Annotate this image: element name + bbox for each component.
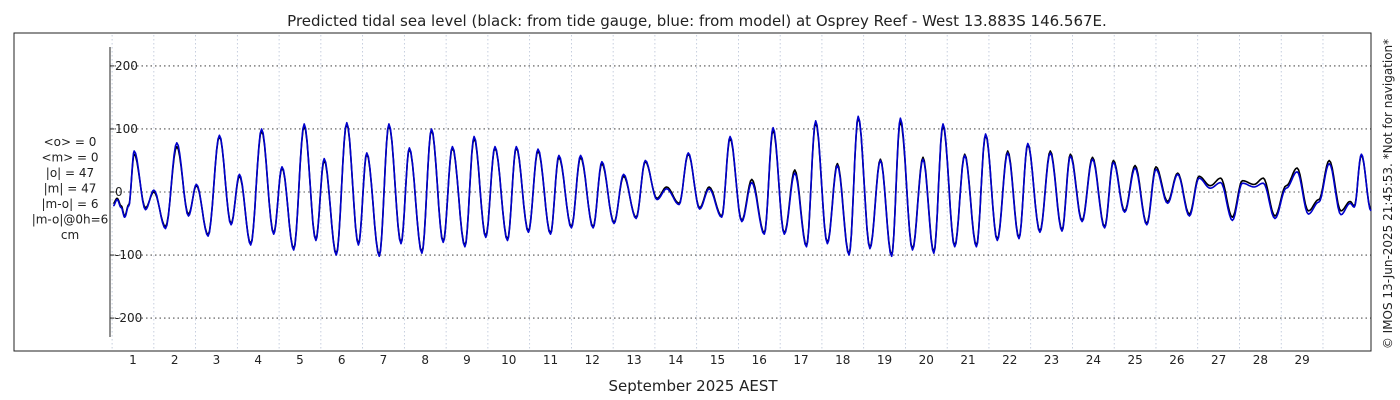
y-tick-label: 200 <box>115 59 138 73</box>
stat-line: |m| = 47 <box>44 182 97 196</box>
y-tick-label: -200 <box>115 311 142 325</box>
x-tick-label: 27 <box>1211 353 1226 367</box>
x-tick-label: 13 <box>626 353 641 367</box>
x-tick-label: 11 <box>543 353 558 367</box>
outer-frame <box>13 32 1372 352</box>
x-tick-label: 12 <box>585 353 600 367</box>
x-tick-label: 17 <box>793 353 808 367</box>
stat-line: <m> = 0 <box>41 151 98 165</box>
y-tick-label: 0 <box>115 185 123 199</box>
x-tick-label: 14 <box>668 353 683 367</box>
x-tick-label: 19 <box>877 353 892 367</box>
horizontal-gridlines <box>110 65 1371 319</box>
stat-line: |m-o|@0h=6 <box>32 213 109 227</box>
x-tick-label: 28 <box>1253 353 1268 367</box>
x-tick-label: 2 <box>171 353 179 367</box>
x-tick-label: 3 <box>213 353 221 367</box>
y-tick-label: -100 <box>115 248 142 262</box>
x-tick-label: 7 <box>380 353 388 367</box>
x-tick-label: 22 <box>1002 353 1017 367</box>
x-tick-label: 4 <box>254 353 262 367</box>
x-tick-label: 25 <box>1127 353 1142 367</box>
x-tick-label: 24 <box>1086 353 1101 367</box>
x-tick-label: 6 <box>338 353 346 367</box>
x-tick-label: 21 <box>960 353 975 367</box>
x-tick-label: 1 <box>129 353 137 367</box>
x-tick-label: 8 <box>421 353 429 367</box>
stat-line: cm <box>61 228 79 242</box>
statistics-panel: <o> = 0 <m> = 0|o| = 47 |m| = 47|m-o| = 6 |… <box>32 135 109 242</box>
copyright-note: © IMOS 13-Jun-2025 21:45:53. *Not for na… <box>1381 39 1395 349</box>
x-tick-label: 20 <box>919 353 934 367</box>
x-tick-label: 15 <box>710 353 725 367</box>
x-tick-label: 9 <box>463 353 471 367</box>
x-tick-label: 10 <box>501 353 516 367</box>
x-tick-label: 16 <box>752 353 767 367</box>
stat-line: |o| = 47 <box>46 166 94 180</box>
x-tick-label: 23 <box>1044 353 1059 367</box>
x-tick-label: 26 <box>1169 353 1184 367</box>
x-axis-ticks: 1 2 3 4 5 6 7 8 9 10 11 12 13 14 15 16 17 18 19 20 21 22 23 24 2… <box>129 353 1310 367</box>
x-tick-label: 5 <box>296 353 304 367</box>
stat-line: <o> = 0 <box>44 135 97 149</box>
x-tick-label: 18 <box>835 353 850 367</box>
y-tick-label: 100 <box>115 122 138 136</box>
y-axis-ticks: -200 -100 0 100 200 <box>110 59 142 325</box>
x-axis-label: September 2025 AEST <box>608 377 778 395</box>
chart-title: Predicted tidal sea level (black: from t… <box>287 12 1107 30</box>
x-tick-label: 29 <box>1294 353 1309 367</box>
series-line <box>112 115 1372 258</box>
stat-line: |m-o| = 6 <box>42 197 99 211</box>
series-lines <box>112 115 1372 258</box>
